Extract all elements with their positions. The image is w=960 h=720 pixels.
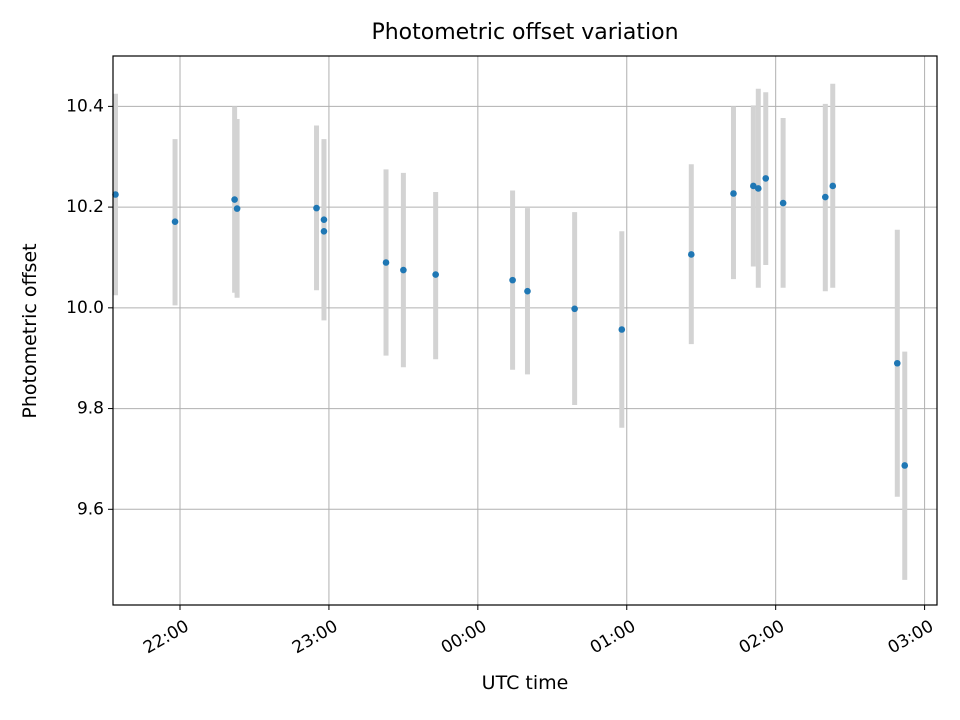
point-layer [112, 175, 909, 469]
y-tick-label: 9.6 [77, 499, 104, 519]
data-point [400, 266, 407, 274]
data-point [382, 259, 390, 266]
data-point [320, 227, 328, 235]
data-point [779, 199, 787, 207]
data-point [618, 326, 626, 333]
data-point [320, 216, 328, 223]
data-point [822, 193, 829, 201]
x-axis-label: UTC time [481, 672, 569, 694]
data-point [901, 462, 909, 469]
data-point [509, 276, 516, 284]
plot-frame [112, 55, 938, 606]
errorbar-layer [112, 83, 908, 580]
y-tick-label: 10.0 [66, 298, 104, 318]
data-point [687, 251, 695, 258]
data-point [524, 287, 531, 295]
data-point [171, 218, 179, 226]
data-point [313, 204, 320, 212]
data-point [829, 182, 837, 190]
data-point [112, 191, 119, 198]
x-tick-label: 02:00 [736, 616, 788, 658]
y-tick-label: 9.8 [77, 399, 104, 419]
data-point [762, 175, 770, 182]
data-point [750, 182, 757, 190]
tick-layer: 22:00 23:00 00:00 01:00 02:00 03:00 9.6 9.8 10.0… [66, 96, 937, 658]
x-tick-label: 03:00 [885, 616, 937, 658]
y-axis-label: Photometric offset [19, 243, 41, 419]
x-tick-label: 01:00 [587, 616, 639, 658]
data-point [571, 305, 578, 313]
y-tick-label: 10.2 [66, 197, 104, 217]
data-point [755, 185, 762, 192]
data-point [432, 271, 439, 278]
y-tick-label: 10.4 [66, 96, 104, 116]
data-point [893, 359, 901, 367]
data-point [233, 205, 241, 212]
chart-title: Photometric offset variation [371, 20, 679, 45]
x-tick-label: 22:00 [140, 616, 192, 658]
x-tick-label: 23:00 [289, 616, 341, 658]
data-point [231, 196, 238, 203]
x-tick-label: 00:00 [438, 616, 490, 658]
data-point [730, 190, 737, 197]
